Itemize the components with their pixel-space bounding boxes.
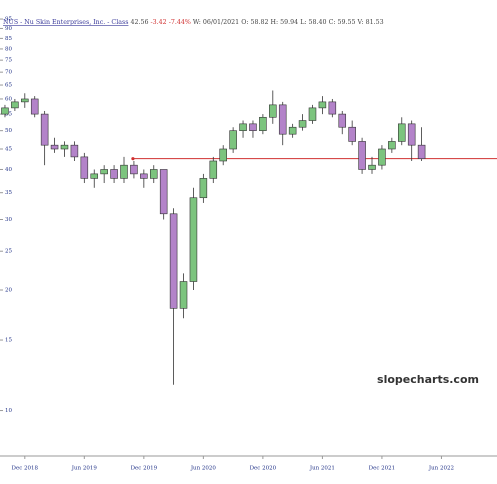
y-tick-label: 15 bbox=[5, 338, 12, 344]
header-item: -7.44% bbox=[169, 19, 191, 26]
candle-body bbox=[328, 101, 337, 115]
x-tick-label: Jun 2021 bbox=[309, 466, 335, 472]
candle-body bbox=[417, 144, 426, 159]
price-line-marker bbox=[131, 157, 135, 161]
candle-body bbox=[358, 141, 366, 170]
candle-body bbox=[110, 169, 118, 179]
header-item: W: 06/01/2021 bbox=[193, 19, 239, 26]
y-tick-label: 50 bbox=[5, 128, 12, 134]
header-item: V: 81.53 bbox=[357, 19, 384, 26]
candle-body bbox=[338, 113, 347, 128]
watermark: slopecharts.com bbox=[377, 373, 479, 386]
y-tick-label: 10 bbox=[5, 408, 12, 414]
y-tick-label: 90 bbox=[5, 26, 12, 32]
y-tick-label: 20 bbox=[5, 288, 12, 294]
header-item: 42.56 bbox=[130, 19, 148, 26]
y-tick-label: 80 bbox=[5, 46, 12, 52]
candle-body bbox=[269, 104, 277, 118]
candle-body bbox=[159, 169, 168, 215]
candle-body bbox=[288, 126, 297, 135]
header-item: -3.42 bbox=[151, 19, 167, 26]
candle-body bbox=[50, 144, 59, 150]
header: NUS - Nu Skin Enterprises, Inc. - Class … bbox=[3, 19, 384, 26]
header-item: C: 59.55 bbox=[329, 19, 356, 26]
candle-body bbox=[179, 281, 188, 309]
candle-body bbox=[120, 164, 128, 179]
x-tick-label: Jun 2022 bbox=[428, 466, 454, 472]
x-tick-label: Dec 2018 bbox=[12, 466, 39, 472]
x-tick-label: Jun 2019 bbox=[71, 466, 98, 472]
x-tick-label: Dec 2021 bbox=[369, 466, 396, 472]
candle-body bbox=[21, 98, 29, 103]
y-tick-label: 45 bbox=[5, 146, 12, 152]
candle-body bbox=[348, 126, 356, 142]
y-tick-label: 85 bbox=[5, 36, 12, 42]
y-tick-label: 40 bbox=[5, 167, 12, 173]
candle-body bbox=[259, 116, 267, 131]
y-tick-label: 70 bbox=[5, 70, 12, 76]
y-tick-label: 30 bbox=[5, 217, 12, 223]
y-tick-label: 75 bbox=[5, 58, 12, 64]
candle-body bbox=[11, 101, 19, 109]
candle-body bbox=[60, 144, 69, 150]
candle-body bbox=[1, 107, 9, 115]
y-tick-label: 60 bbox=[5, 96, 12, 102]
y-tick-label: 55 bbox=[5, 112, 12, 118]
candle-body bbox=[298, 120, 307, 128]
candle-body bbox=[199, 178, 208, 199]
y-tick-label: 35 bbox=[5, 190, 12, 196]
candle-body bbox=[249, 123, 257, 131]
candle-body bbox=[229, 130, 237, 150]
candle-body bbox=[219, 148, 227, 162]
candle-body bbox=[149, 169, 158, 179]
candle-body bbox=[378, 148, 386, 166]
candle-body bbox=[278, 104, 287, 135]
y-tick-label: 65 bbox=[5, 83, 12, 89]
candle-body bbox=[169, 213, 178, 309]
candle-body bbox=[140, 173, 148, 179]
candle-body bbox=[100, 169, 108, 175]
candle-body bbox=[80, 156, 89, 179]
x-tick-label: Dec 2020 bbox=[250, 466, 277, 472]
candle-body bbox=[90, 173, 99, 179]
y-tick-label: 95 bbox=[5, 17, 12, 23]
candle-body bbox=[308, 107, 317, 121]
candle-body bbox=[70, 144, 79, 158]
candle-body bbox=[130, 164, 138, 175]
candle-body bbox=[30, 98, 39, 115]
candle-body bbox=[388, 141, 396, 150]
header-item: NUS - Nu Skin Enterprises, Inc. - Class bbox=[3, 19, 128, 26]
candle-body bbox=[368, 164, 376, 170]
candle-body bbox=[209, 160, 218, 179]
candle-body bbox=[189, 197, 198, 282]
y-tick-label: 25 bbox=[5, 249, 12, 255]
x-tick-label: Jun 2020 bbox=[190, 466, 217, 472]
candle-body bbox=[318, 101, 327, 109]
candle-body bbox=[407, 123, 416, 146]
candle-body bbox=[397, 123, 406, 142]
candle-body bbox=[40, 113, 49, 146]
x-tick-label: Dec 2019 bbox=[131, 466, 158, 472]
header-item: L: 58.40 bbox=[300, 19, 326, 26]
header-item: H: 59.94 bbox=[271, 19, 299, 26]
candle-body bbox=[239, 123, 247, 131]
header-line: NUS - Nu Skin Enterprises, Inc. - Class … bbox=[3, 19, 384, 26]
header-item: O: 58.82 bbox=[241, 19, 268, 26]
